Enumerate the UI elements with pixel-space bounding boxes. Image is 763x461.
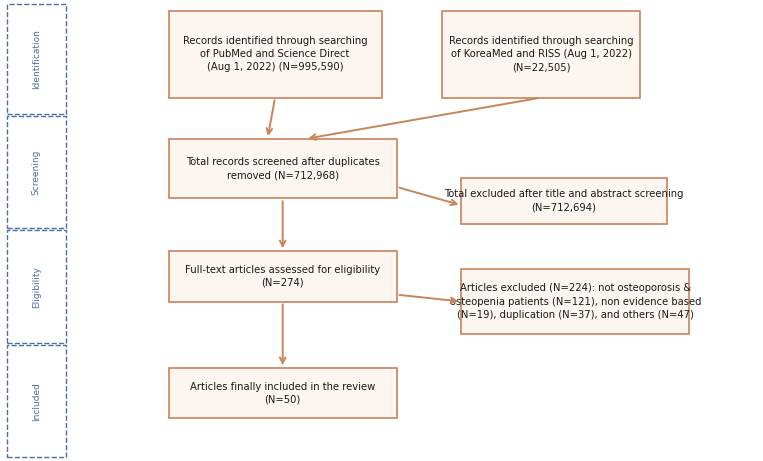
Text: Total excluded after title and abstract screening
(N=712,694): Total excluded after title and abstract …	[444, 189, 684, 213]
Text: Screening: Screening	[32, 149, 41, 195]
Text: Records identified through searching
of KoreaMed and RISS (Aug 1, 2022)
(N=22,50: Records identified through searching of …	[449, 36, 633, 72]
Text: Full-text articles assessed for eligibility
(N=274): Full-text articles assessed for eligibil…	[185, 265, 380, 288]
Text: Articles excluded (N=224): not osteoporosis &
osteopenia patients (N=121), non e: Articles excluded (N=224): not osteoporo…	[449, 284, 701, 320]
Text: Identification: Identification	[32, 29, 41, 89]
Text: Articles finally included in the review
(N=50): Articles finally included in the review …	[190, 382, 375, 405]
FancyBboxPatch shape	[169, 251, 397, 301]
FancyBboxPatch shape	[443, 11, 640, 98]
FancyBboxPatch shape	[462, 178, 667, 224]
FancyBboxPatch shape	[169, 11, 382, 98]
Text: Eligibility: Eligibility	[32, 266, 41, 307]
Text: Total records screened after duplicates
removed (N=712,968): Total records screened after duplicates …	[185, 157, 380, 180]
Text: Included: Included	[32, 382, 41, 420]
FancyBboxPatch shape	[169, 368, 397, 419]
FancyBboxPatch shape	[169, 139, 397, 198]
Text: Records identified through searching
of PubMed and Science Direct
(Aug 1, 2022) : Records identified through searching of …	[183, 36, 367, 72]
FancyBboxPatch shape	[462, 269, 690, 334]
